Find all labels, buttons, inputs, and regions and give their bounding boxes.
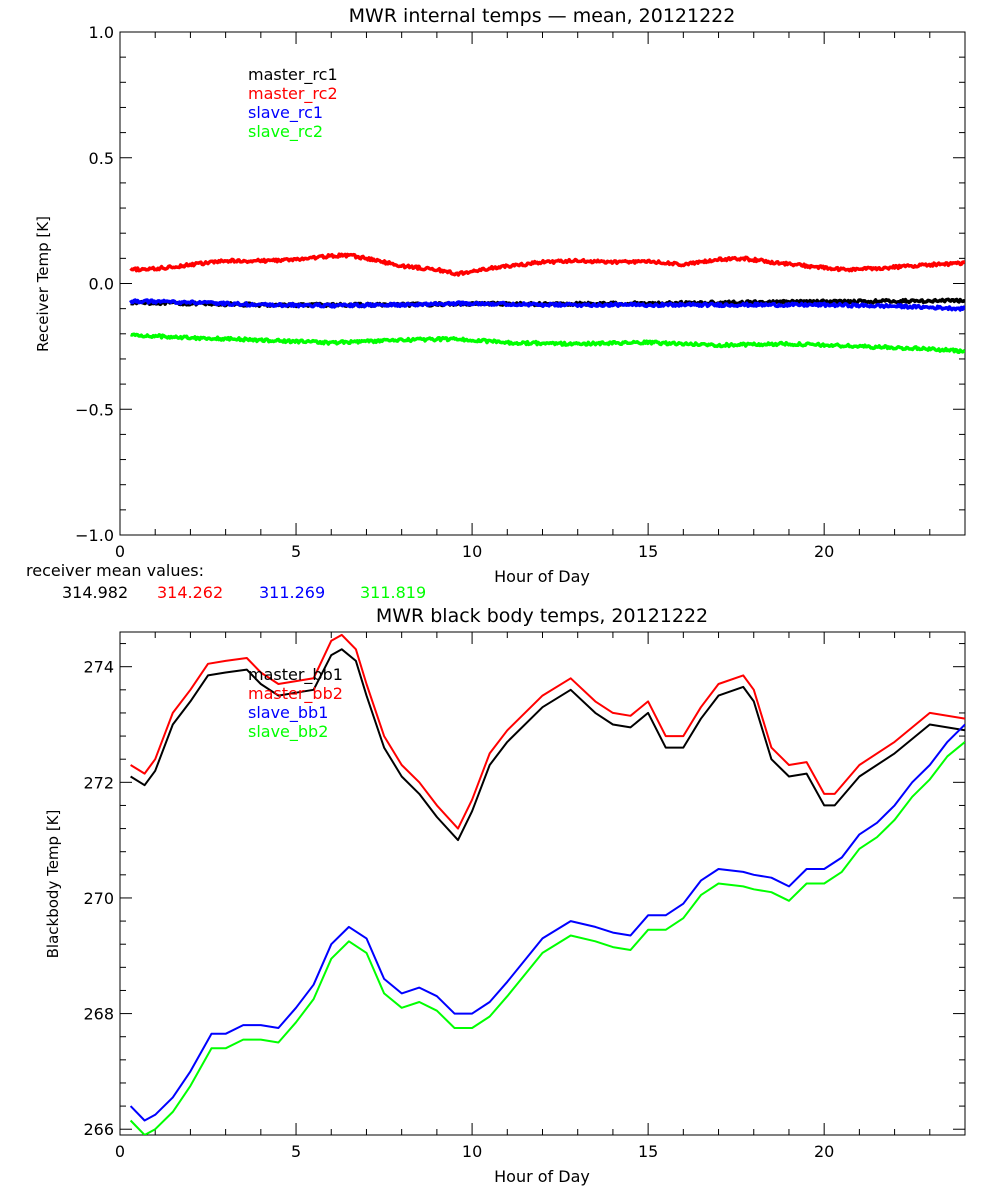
mean-value-master-rc2: 314.262 [157, 583, 223, 602]
blackbody-x-tick-label: 5 [291, 1142, 301, 1161]
blackbody-x-tick-label: 20 [814, 1142, 834, 1161]
receiver-legend-slave-rc1: slave_rc1 [248, 103, 323, 123]
receiver-temp-panel: MWR internal temps — mean, 20121222 Rece… [34, 5, 966, 586]
receiver-x-tick-label: 10 [462, 542, 482, 561]
receiver-chart-title: MWR internal temps — mean, 20121222 [349, 5, 736, 27]
blackbody-legend-master-bb1: master_bb1 [248, 665, 343, 685]
receiver-x-tick-label: 15 [638, 542, 658, 561]
receiver-plot-frame [119, 31, 966, 536]
blackbody-series-slave-bb1 [129, 723, 965, 1122]
blackbody-legend-slave-bb2: slave_bb2 [248, 722, 328, 742]
receiver-series-slave-rc1 [129, 298, 965, 312]
receiver-y-tick-label: −1.0 [75, 526, 114, 545]
blackbody-chart-title: MWR black body temps, 20121222 [376, 605, 708, 627]
blackbody-temp-panel: MWR black body temps, 20121222 Blackbody… [44, 605, 966, 1186]
receiver-y-tick-label: 0.5 [89, 149, 114, 168]
blackbody-y-axis-label: Blackbody Temp [K] [44, 810, 62, 959]
blackbody-legend-slave-bb1: slave_bb1 [248, 703, 328, 723]
receiver-mean-values: receiver mean values: 314.982 314.262 31… [26, 561, 426, 602]
receiver-x-tick-label: 20 [814, 542, 834, 561]
blackbody-series-master-bb2 [130, 633, 965, 830]
receiver-x-tick-label: 0 [115, 542, 125, 561]
receiver-y-tick-label: 1.0 [89, 23, 114, 42]
blackbody-series-slave-bb2 [129, 741, 965, 1135]
blackbody-series-master-bb1 [130, 648, 965, 842]
blackbody-x-tick-label: 15 [638, 1142, 658, 1161]
mean-value-slave-rc1: 311.269 [259, 583, 325, 602]
blackbody-y-tick-label: 266 [83, 1120, 114, 1139]
blackbody-x-axis-label: Hour of Day [494, 1167, 590, 1186]
receiver-series-master-rc2 [129, 252, 965, 277]
receiver-y-tick-label: −0.5 [75, 400, 114, 419]
receiver-x-tick-label: 5 [291, 542, 301, 561]
receiver-y-tick-label: 0.0 [89, 275, 114, 294]
blackbody-y-tick-label: 272 [83, 773, 114, 792]
receiver-legend-master-rc2: master_rc2 [248, 84, 338, 104]
blackbody-legend-master-bb2: master_bb2 [248, 684, 343, 704]
receiver-x-axis-label: Hour of Day [494, 567, 590, 586]
receiver-legend-slave-rc2: slave_rc2 [248, 122, 323, 142]
receiver-y-axis-label: Receiver Temp [K] [34, 216, 52, 352]
receiver-legend-master-rc1: master_rc1 [248, 65, 338, 85]
receiver-series-slave-rc2 [130, 332, 965, 355]
mean-value-slave-rc2: 311.819 [360, 583, 426, 602]
mean-value-master-rc1: 314.982 [62, 583, 128, 602]
mean-values-label: receiver mean values: [26, 561, 204, 580]
blackbody-y-tick-label: 274 [83, 658, 114, 677]
blackbody-y-tick-label: 268 [83, 1005, 114, 1024]
blackbody-x-tick-label: 0 [115, 1142, 125, 1161]
blackbody-x-tick-label: 10 [462, 1142, 482, 1161]
blackbody-y-tick-label: 270 [83, 889, 114, 908]
